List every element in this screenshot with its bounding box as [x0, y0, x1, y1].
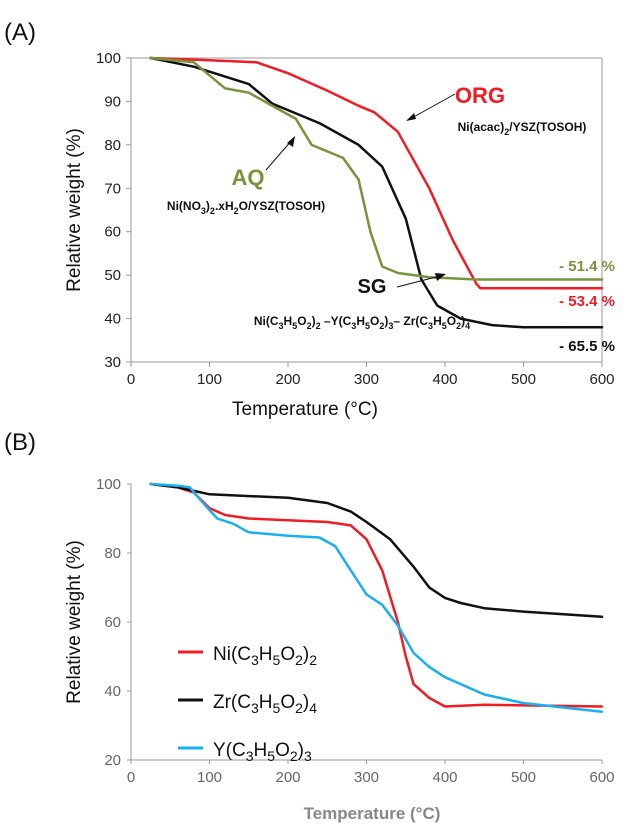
chart-a-x-axis-title: Temperature (°C): [232, 399, 378, 420]
org-arrowhead: [406, 113, 416, 121]
org-loss-label: - 53.4 %: [559, 293, 615, 310]
chart-b-series-line-0: [149, 482, 604, 708]
chart-a-y-tick-label: 100: [96, 50, 121, 67]
chart-b-x-tick-label: 600: [589, 769, 614, 786]
sg-arrow: [396, 275, 441, 288]
chart-b-x-tick-label: 300: [354, 769, 379, 786]
org-arrow: [409, 93, 456, 120]
chart-a-series-line-1: [149, 56, 604, 329]
chart-a-y-tick-label: 60: [104, 224, 121, 241]
chart-a-y-tick-label: 30: [104, 354, 121, 371]
chart-b-legend: Ni(C3H5O2)2 Zr(C3H5O2)4 Y(C3H5O2)3: [178, 644, 317, 764]
chart-a-y-tick-label: 40: [104, 311, 121, 328]
legend-label-zr: Zr(C3H5O2)4: [213, 692, 317, 716]
chart-a-x-tick-label: 0: [127, 371, 135, 388]
sg-formula: Ni(C3H5O2)2 –Y(C3H5O2)3– Zr(C3H5O2)4: [254, 314, 470, 331]
chart-b-x-axis-title: Temperature (°C): [304, 804, 441, 823]
chart-a-y-tick-label: 70: [104, 180, 121, 197]
chart-a-series-line-2: [149, 56, 604, 281]
aq-loss-label: - 51.4 %: [559, 258, 615, 275]
chart-b-y-tick-label: 80: [104, 545, 121, 562]
chart-b-y-tick-label: 100: [96, 476, 121, 493]
chart-a-x-tick-label: 500: [511, 371, 536, 388]
chart-b-y-tick-label: 40: [104, 683, 121, 700]
aq-arrow: [265, 139, 293, 171]
chart-a-y-tick-label: 50: [104, 267, 121, 284]
legend-label-ni: Ni(C3H5O2)2: [213, 644, 317, 668]
legend-label-y: Y(C3H5O2)3: [213, 740, 312, 764]
chart-b-y-tick-label: 60: [104, 614, 121, 631]
chart-a-x-tick-label: 200: [275, 371, 300, 388]
chart-b-x-tick-label: 0: [127, 769, 135, 786]
chart-b-series-line-2: [149, 482, 604, 713]
chart-b-y-tick-label: 20: [104, 752, 121, 769]
org-formula: Ni(acac)2/YSZ(TOSOH): [458, 120, 587, 137]
org-label: ORG: [455, 83, 505, 108]
sg-loss-label: - 65.5 %: [559, 338, 615, 355]
chart-b-x-tick-label: 200: [275, 769, 300, 786]
chart-a: 0 100 200 300 400 500 600 30 40 50 60 70 80 90 100: [96, 50, 615, 388]
chart-a-x-tick-label: 100: [197, 371, 222, 388]
panel-a-label: (A): [4, 19, 36, 46]
chart-a-y-tick-label: 90: [104, 93, 121, 110]
panel-b-label: (B): [4, 429, 36, 456]
chart-a-x-tick-label: 400: [432, 371, 457, 388]
chart-a-series-line-0: [149, 56, 604, 290]
chart-a-y-tick-label: 80: [104, 137, 121, 154]
chart-a-x-tick-label: 300: [354, 371, 379, 388]
chart-b-series-line-1: [149, 482, 604, 619]
chart-b: 0 100 200 300 400 500 600 20 40 60 80 100: [96, 476, 615, 786]
sg-label: SG: [358, 276, 387, 298]
aq-arrowhead: [287, 136, 295, 147]
chart-a-y-axis-title: Relative weight (%): [64, 128, 85, 292]
chart-b-y-axis-title: Relative weight (%): [64, 540, 85, 704]
aq-formula: Ni(NO3)2.xH2O/YSZ(TOSOH): [167, 199, 325, 216]
chart-a-x-tick-label: 600: [589, 371, 614, 388]
chart-b-x-tick-label: 100: [197, 769, 222, 786]
chart-b-x-tick-label: 400: [432, 769, 457, 786]
sg-arrowhead: [435, 273, 446, 281]
aq-label: AQ: [232, 165, 265, 190]
chart-b-x-tick-label: 500: [511, 769, 536, 786]
